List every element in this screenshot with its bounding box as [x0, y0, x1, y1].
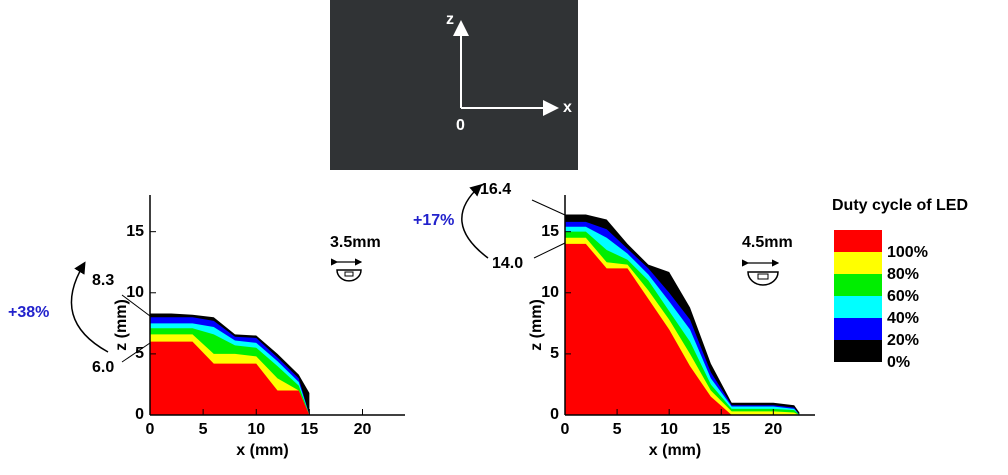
annotation-change: +38%: [8, 304, 49, 321]
x-axis-label: x (mm): [236, 442, 288, 459]
annotation-spacing: 3.5mm: [330, 234, 381, 251]
legend-swatch: [834, 274, 882, 296]
legend-label: 80%: [887, 266, 919, 283]
annotation-change: +17%: [413, 212, 454, 229]
photo: [330, 0, 578, 170]
y-tick-label: 5: [550, 345, 559, 362]
figure: z x 0 8.3 6.0 +38% 3.5mm 16.4 14.0 +17% …: [0, 0, 1008, 470]
legend-swatch: [834, 230, 882, 252]
x-axis-label: x (mm): [649, 442, 701, 459]
photo-z: z: [446, 11, 454, 28]
x-tick-label: 15: [300, 421, 318, 438]
x-tick-label: 20: [764, 421, 782, 438]
x-tick-label: 0: [146, 421, 155, 438]
legend-label: 100%: [887, 244, 928, 261]
leader: [534, 243, 565, 258]
legend-label: 20%: [887, 332, 919, 349]
x-tick-label: 0: [561, 421, 570, 438]
photo-x: x: [563, 99, 572, 116]
y-tick-label: 10: [541, 284, 559, 301]
annotation-bottom: 14.0: [492, 255, 523, 272]
x-tick-label: 10: [247, 421, 265, 438]
x-tick-label: 5: [199, 421, 208, 438]
page: {"photo": {"z_label": "z", "x_label": "x…: [0, 0, 1008, 470]
y-tick-label: 15: [126, 223, 144, 240]
y-tick-label: 15: [541, 223, 559, 240]
y-axis-label: z (mm): [113, 299, 130, 351]
legend-title: Duty cycle of LED: [832, 197, 968, 214]
annotation-bottom: 6.0: [92, 359, 114, 376]
x-tick-label: 20: [354, 421, 372, 438]
annotation-top: 8.3: [92, 272, 114, 289]
y-tick-label: 5: [135, 345, 144, 362]
y-axis-label: z (mm): [528, 299, 545, 351]
legend-swatch: [834, 296, 882, 318]
legend-label: 40%: [887, 310, 919, 327]
legend-swatch: [834, 318, 882, 340]
y-tick-label: 0: [135, 406, 144, 423]
legend-label: 60%: [887, 288, 919, 305]
leader: [532, 200, 565, 215]
x-tick-label: 10: [660, 421, 678, 438]
y-tick-label: 10: [126, 284, 144, 301]
legend-swatch: [834, 340, 882, 362]
annotation-spacing: 4.5mm: [742, 234, 793, 251]
x-tick-label: 5: [613, 421, 622, 438]
x-tick-label: 15: [712, 421, 730, 438]
photo-origin: 0: [456, 117, 465, 134]
legend-label: 0%: [887, 354, 910, 371]
annotation-top: 16.4: [480, 181, 511, 198]
y-tick-label: 0: [550, 406, 559, 423]
legend-swatch: [834, 252, 882, 274]
